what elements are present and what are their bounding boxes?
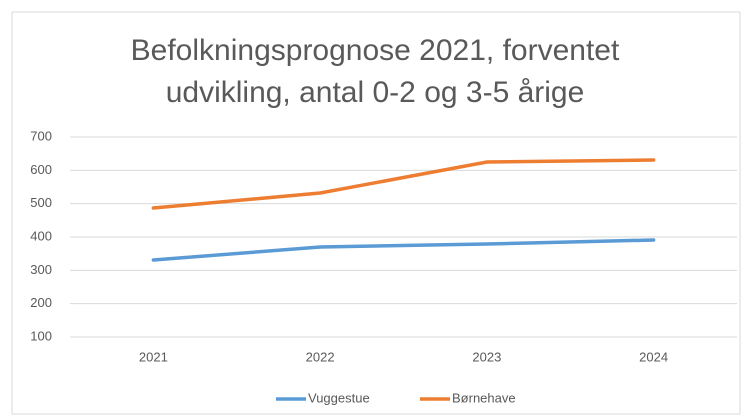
y-tick-label: 400 [30, 228, 52, 243]
legend-label: Børnehave [452, 390, 516, 405]
y-tick-label: 300 [30, 262, 52, 277]
y-tick-label: 100 [30, 328, 52, 343]
chart-title: Befolkningsprognose 2021, forventet udvi… [130, 34, 620, 109]
x-tick-label: 2024 [639, 349, 668, 364]
y-tick-label: 700 [30, 128, 52, 143]
line-series [151, 158, 656, 210]
legend-label: Vuggestue [308, 390, 370, 405]
x-tick-label: 2022 [306, 349, 335, 364]
chart-border [11, 11, 741, 415]
x-tick-label: 2023 [472, 349, 501, 364]
y-tick-label: 500 [30, 195, 52, 210]
y-tick-label: 200 [30, 295, 52, 310]
line-series [151, 238, 656, 262]
x-tick-label: 2021 [139, 349, 168, 364]
y-tick-label: 600 [30, 162, 52, 177]
